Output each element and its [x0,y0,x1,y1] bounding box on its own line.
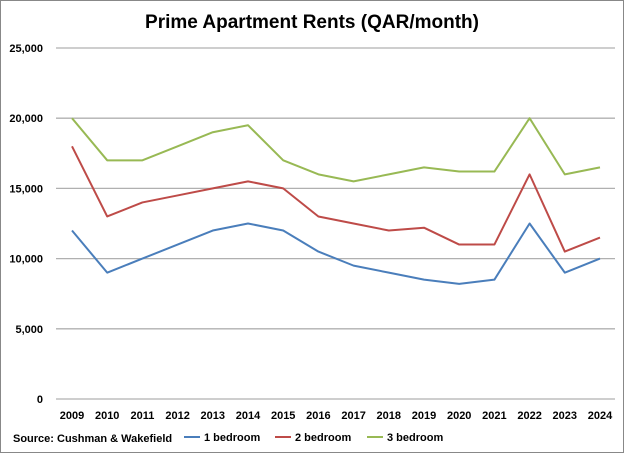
x-tick-label: 2017 [341,410,365,422]
series-line-3-bedroom [71,117,601,183]
legend-label: 1 bedroom [204,432,260,444]
y-tick-label: 10,000 [9,254,43,266]
series-line-2-bedroom [71,145,601,253]
x-tick-label: 2015 [271,410,295,422]
x-tick-label: 2023 [553,410,577,422]
legend-label: 2 bedroom [295,432,351,444]
y-tick-label: 20,000 [9,113,43,125]
x-tick-label: 2016 [306,410,330,422]
series-line-1-bedroom [71,222,601,285]
y-tick-label: 15,000 [9,183,43,195]
x-tick-label: 2013 [201,410,225,422]
x-tick-label: 2019 [412,410,436,422]
y-tick-label: 25,000 [9,43,43,55]
x-tick-label: 2020 [447,410,471,422]
x-tick-label: 2024 [588,410,613,422]
y-tick-label: 5,000 [15,324,43,336]
x-tick-label: 2011 [130,410,154,422]
x-tick-label: 2009 [60,410,84,422]
x-tick-label: 2021 [482,410,506,422]
legend-label: 3 bedroom [387,432,443,444]
x-tick-label: 2010 [95,410,119,422]
x-tick-label: 2014 [236,410,261,422]
x-tick-label: 2018 [377,410,401,422]
y-tick-label: 0 [37,394,43,406]
x-tick-label: 2022 [517,410,541,422]
x-tick-label: 2012 [165,410,189,422]
source-note: Source: Cushman & Wakefield [13,433,172,445]
chart-title: Prime Apartment Rents (QAR/month) [145,12,479,33]
